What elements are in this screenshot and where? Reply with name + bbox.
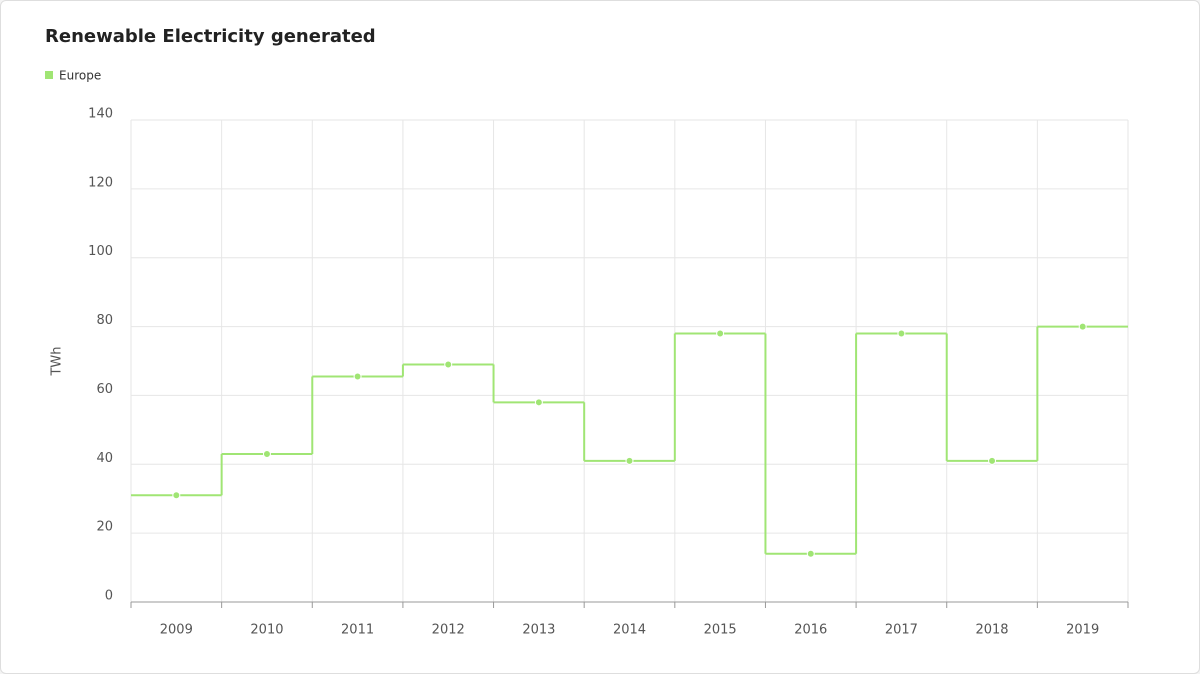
y-axis-label: TWh bbox=[50, 346, 65, 376]
legend-swatch bbox=[45, 71, 53, 79]
point bbox=[1078, 322, 1087, 331]
point bbox=[625, 456, 634, 465]
x-tick-label: 2018 bbox=[975, 623, 1008, 638]
point bbox=[444, 360, 453, 369]
x-tick-label: 2015 bbox=[704, 623, 737, 638]
chart-title: Renewable Electricity generated bbox=[45, 26, 376, 47]
y-tick-label: 60 bbox=[96, 382, 113, 397]
point bbox=[534, 398, 543, 407]
x-tick-label: 2014 bbox=[613, 623, 646, 638]
point bbox=[806, 549, 815, 558]
y-tick-label: 40 bbox=[96, 451, 113, 466]
point bbox=[716, 329, 725, 338]
point bbox=[172, 491, 181, 500]
y-tick-label: 100 bbox=[88, 244, 113, 259]
x-tick-label: 2012 bbox=[432, 623, 465, 638]
x-tick-label: 2010 bbox=[250, 623, 283, 638]
point bbox=[897, 329, 906, 338]
y-tick-label: 0 bbox=[105, 589, 113, 604]
legend-label: Europe bbox=[59, 69, 101, 83]
y-tick-label: 80 bbox=[96, 313, 113, 328]
y-tick-label: 20 bbox=[96, 520, 113, 535]
point bbox=[353, 372, 362, 381]
x-tick-label: 2009 bbox=[160, 623, 193, 638]
x-tick-label: 2019 bbox=[1066, 623, 1099, 638]
x-tick-label: 2017 bbox=[885, 623, 918, 638]
y-tick-label: 120 bbox=[88, 175, 113, 190]
y-tick-label: 140 bbox=[88, 107, 113, 122]
x-tick-label: 2013 bbox=[522, 623, 555, 638]
point bbox=[988, 456, 997, 465]
x-tick-label: 2016 bbox=[794, 623, 827, 638]
point bbox=[262, 449, 271, 458]
x-tick-label: 2011 bbox=[341, 623, 374, 638]
